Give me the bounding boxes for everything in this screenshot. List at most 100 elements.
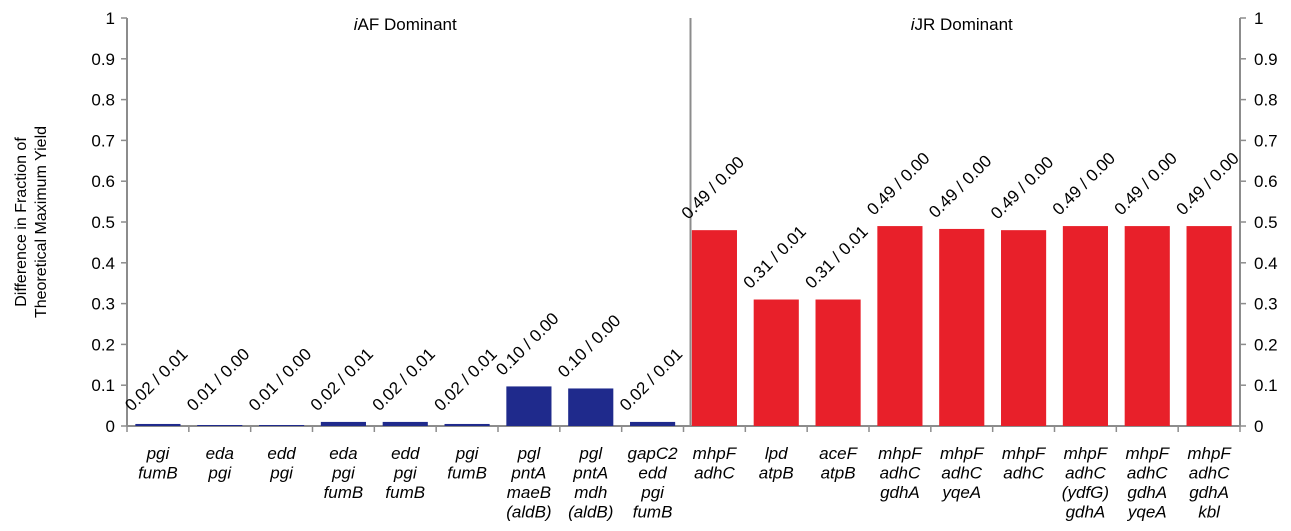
- x-tick-label: (ydfG): [1062, 483, 1109, 502]
- data-label: 0.02 / 0.01: [430, 345, 500, 415]
- x-tick-label: mhpF: [1187, 444, 1232, 463]
- x-tick-label: fumB: [138, 464, 178, 483]
- data-label: 0.49 / 0.00: [1049, 149, 1119, 219]
- x-tick-label: pgl: [578, 444, 603, 463]
- x-tick-label: adhC: [941, 464, 982, 483]
- x-tick-label: gdhA: [1066, 503, 1106, 522]
- x-tick-label: pgi: [269, 464, 294, 483]
- x-tick-label: adhC: [880, 464, 921, 483]
- x-tick-label: pgi: [146, 444, 171, 463]
- y-tick-label-right: 0.9: [1254, 50, 1278, 69]
- x-tick-label: pgi: [640, 483, 665, 502]
- data-label: 0.10 / 0.00: [554, 311, 624, 381]
- x-tick-label: adhC: [1189, 464, 1230, 483]
- data-label: 0.49 / 0.00: [1172, 149, 1242, 219]
- data-label: 0.01 / 0.00: [183, 345, 253, 415]
- data-label: 0.31 / 0.01: [740, 222, 810, 292]
- x-tick-label: aceF: [819, 444, 858, 463]
- x-tick-label: gdhA: [1127, 483, 1167, 502]
- y-tick-label-left: 0.2: [91, 335, 115, 354]
- x-tick-label: yqeA: [941, 483, 981, 502]
- bar: [877, 226, 923, 426]
- x-tick-label: fumB: [447, 464, 487, 483]
- x-tick-label: pgi: [393, 464, 418, 483]
- data-label: 0.49 / 0.00: [863, 149, 933, 219]
- y-tick-label-left: 0.9: [91, 50, 115, 69]
- bar: [1124, 226, 1170, 426]
- y-tick-label-right: 0.2: [1254, 335, 1278, 354]
- bar: [939, 228, 985, 426]
- data-label: 0.49 / 0.00: [678, 153, 748, 223]
- data-label: 0.02 / 0.01: [307, 345, 377, 415]
- y-tick-label-right: 0.3: [1254, 295, 1278, 314]
- y-tick-label-right: 0.4: [1254, 254, 1278, 273]
- y-tick-label-right: 0.6: [1254, 172, 1278, 191]
- y-tick-label-left: 0.5: [91, 213, 115, 232]
- y-tick-label-left: 0.1: [91, 376, 115, 395]
- x-tick-label: mhpF: [1064, 444, 1109, 463]
- x-tick-label: pgl: [517, 444, 542, 463]
- x-tick-label: fumB: [385, 483, 425, 502]
- x-tick-label: mhpF: [878, 444, 923, 463]
- y-axis-title: Theoretical Maximum Yield: [33, 126, 50, 318]
- x-tick-label: edd: [267, 444, 296, 463]
- x-tick-label: lpd: [765, 444, 788, 463]
- bar: [630, 421, 676, 426]
- y-tick-label-left: 1: [106, 9, 115, 28]
- bar: [815, 299, 861, 426]
- y-tick-label-right: 0.7: [1254, 131, 1278, 150]
- x-tick-label: gdhA: [1189, 483, 1229, 502]
- bar: [506, 386, 552, 426]
- bar: [568, 388, 614, 426]
- x-tick-label: edd: [391, 444, 420, 463]
- x-tick-label: fumB: [324, 483, 364, 502]
- y-tick-label-right: 0.1: [1254, 376, 1278, 395]
- x-tick-label: pgi: [207, 464, 232, 483]
- x-tick-label: pntA: [572, 464, 608, 483]
- x-tick-label: mhpF: [1002, 444, 1047, 463]
- data-label: 0.49 / 0.00: [987, 153, 1057, 223]
- x-tick-label: edd: [638, 464, 667, 483]
- x-tick-label: gdhA: [880, 483, 920, 502]
- x-tick-label: kbl: [1198, 503, 1221, 522]
- section-label-prefix: i: [354, 15, 359, 34]
- data-label: 0.49 / 0.00: [1111, 149, 1181, 219]
- x-tick-label: maeB: [507, 483, 551, 502]
- x-tick-label: pgi: [331, 464, 356, 483]
- x-tick-label: adhC: [1065, 464, 1106, 483]
- x-tick-label: adhC: [694, 464, 735, 483]
- bar: [1186, 226, 1232, 426]
- section-label: iAF Dominant: [354, 15, 457, 34]
- bar: [1001, 230, 1047, 426]
- x-tick-label: atpB: [821, 464, 856, 483]
- x-tick-label: (aldB): [568, 503, 613, 522]
- x-tick-label: eda: [206, 444, 234, 463]
- section-label: iJR Dominant: [911, 15, 1013, 34]
- data-label: 0.10 / 0.00: [492, 309, 562, 379]
- data-label: 0.01 / 0.00: [245, 345, 315, 415]
- data-label: 0.02 / 0.01: [121, 345, 191, 415]
- y-tick-label-left: 0.4: [91, 254, 115, 273]
- y-tick-label-left: 0.6: [91, 172, 115, 191]
- data-label: 0.02 / 0.01: [369, 345, 439, 415]
- data-label: 0.49 / 0.00: [925, 152, 995, 222]
- x-tick-label: mhpF: [693, 444, 738, 463]
- bar: [197, 425, 243, 426]
- bar: [382, 421, 428, 426]
- x-tick-label: mhpF: [1126, 444, 1171, 463]
- x-tick-label: eda: [329, 444, 357, 463]
- y-tick-label-right: 0.8: [1254, 91, 1278, 110]
- y-tick-label-left: 0: [106, 417, 115, 436]
- y-tick-label-right: 0: [1254, 417, 1263, 436]
- x-tick-label: adhC: [1127, 464, 1168, 483]
- y-tick-label-left: 0.3: [91, 295, 115, 314]
- x-tick-label: pntA: [510, 464, 546, 483]
- data-label: 0.31 / 0.01: [801, 222, 871, 292]
- x-tick-label: mdh: [574, 483, 607, 502]
- bar: [1062, 226, 1108, 426]
- x-tick-label: pgi: [455, 444, 480, 463]
- section-label-text: JR Dominant: [915, 15, 1014, 34]
- data-label: 0.02 / 0.01: [616, 345, 686, 415]
- x-tick-label: mhpF: [940, 444, 985, 463]
